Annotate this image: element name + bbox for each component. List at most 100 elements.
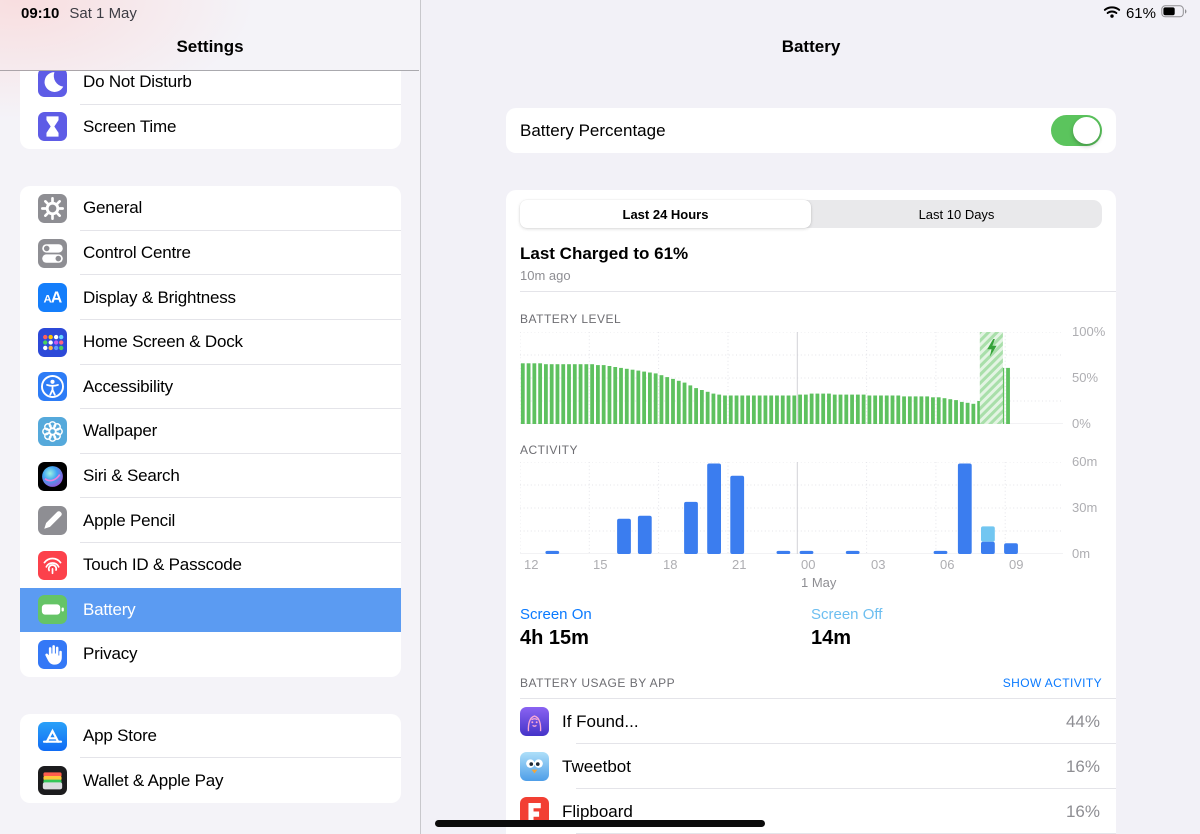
battery-usage-header: BATTERY USAGE BY APP [520, 676, 676, 690]
sidebar-item-wallpaper[interactable]: Wallpaper [20, 409, 401, 454]
sidebar-group: Do Not Disturb Screen Time [20, 71, 401, 150]
screen-on-stat: Screen On 4h 15m [520, 606, 811, 650]
last-charged-text: Last Charged to 61% [520, 244, 689, 263]
touch-id-icon [38, 550, 67, 580]
screen-off-label: Screen Off [811, 606, 883, 623]
sidebar-item-app-store[interactable]: App Store [20, 714, 401, 759]
app-usage-row[interactable]: Tweetbot 16% [520, 744, 1116, 789]
wifi-icon [1103, 5, 1121, 22]
siri-icon [38, 461, 67, 491]
battery-percentage-label: Battery Percentage [520, 120, 666, 140]
status-bar: 09:10 Sat 1 May 61% [0, 0, 1200, 24]
sidebar-item-label: Accessibility [83, 376, 173, 396]
sidebar-item-home-screen-dock[interactable]: Home Screen & Dock [20, 320, 401, 365]
app-store-icon [38, 721, 67, 751]
home-indicator[interactable] [435, 820, 765, 827]
app-name: Flipboard [562, 801, 633, 821]
activity-chart-title: ACTIVITY [520, 443, 579, 457]
status-battery-icon [1161, 5, 1188, 22]
sidebar-item-label: Control Centre [83, 243, 191, 263]
sidebar-item-siri-search[interactable]: Siri & Search [20, 454, 401, 499]
toggle-knob [1073, 117, 1100, 144]
charging-region [979, 332, 1003, 424]
sidebar-item-label: Display & Brightness [83, 287, 236, 307]
sidebar-item-label: Do Not Disturb [83, 72, 192, 92]
battery-level-chart [519, 331, 1063, 425]
axis-tick-label: 15 [593, 557, 608, 572]
axis-tick-label: 30m [1072, 500, 1098, 515]
divider [520, 698, 1116, 699]
sidebar-item-accessibility[interactable]: Accessibility [20, 365, 401, 410]
activity-chart [519, 461, 1063, 555]
battery-usage-card: Last 24 Hours Last 10 Days Last Charged … [506, 190, 1116, 834]
app-name: If Found... [562, 711, 639, 731]
battery-icon [38, 595, 67, 625]
sidebar-item-label: Home Screen & Dock [83, 332, 243, 352]
settings-sidebar: Settings Do Not Disturb Screen Time Genera… [0, 0, 421, 834]
sidebar-item-label: App Store [83, 726, 157, 746]
last-charged-time: 10m ago [520, 268, 571, 283]
status-time: 09:10 [21, 5, 60, 22]
sidebar-item-label: General [83, 198, 143, 218]
if-found-app-icon [520, 707, 549, 736]
sidebar-item-control-centre[interactable]: Control Centre [20, 231, 401, 276]
tab-last-10-days[interactable]: Last 10 Days [918, 206, 995, 222]
sidebar-item-privacy[interactable]: Privacy [20, 632, 401, 677]
axis-tick-label: 12 [524, 557, 539, 572]
sidebar-item-label: Wallpaper [83, 421, 158, 441]
svg-text:A: A [44, 294, 52, 306]
charging-bolt-icon [987, 339, 997, 357]
sidebar-item-battery[interactable]: Battery [20, 587, 401, 633]
axis-date-label: 1 May [801, 575, 837, 590]
axis-tick-label: 00 [801, 557, 816, 572]
sidebar-item-label: Battery [83, 599, 136, 619]
status-battery-percent: 61% [1125, 5, 1156, 22]
battery-level-axis-labels: 100% 50% 0% [1063, 324, 1105, 431]
app-name: Tweetbot [562, 756, 631, 776]
sidebar-title: Settings [176, 37, 244, 56]
apple-pencil-icon [38, 506, 67, 536]
battery-percentage-toggle[interactable] [1051, 115, 1102, 146]
sidebar-item-touch-id-passcode[interactable]: Touch ID & Passcode [20, 543, 401, 588]
sidebar-item-label: Siri & Search [83, 466, 180, 486]
app-usage-row[interactable]: Flipboard 16% [520, 789, 1116, 834]
axis-tick-label: 100% [1072, 324, 1106, 339]
sidebar-item-label: Apple Pencil [83, 510, 176, 530]
time-axis-labels: 12 15 18 21 00 1 May 03 06 09 [520, 554, 1063, 590]
sidebar-item-label: Wallet & Apple Pay [83, 770, 224, 790]
sidebar-item-apple-pencil[interactable]: Apple Pencil [20, 498, 401, 543]
sidebar-item-label: Touch ID & Passcode [83, 555, 242, 575]
tab-last-24-hours[interactable]: Last 24 Hours [520, 200, 811, 228]
axis-tick-label: 18 [663, 557, 678, 572]
sidebar-item-do-not-disturb[interactable]: Do Not Disturb [20, 71, 401, 105]
do-not-disturb-icon [38, 71, 67, 97]
time-range-segmented-control: Last 24 Hours Last 10 Days [520, 200, 1102, 228]
battery-level-chart-title: BATTERY LEVEL [520, 312, 622, 326]
axis-tick-label: 06 [940, 557, 955, 572]
sidebar-item-screen-time[interactable]: Screen Time [20, 105, 401, 150]
show-activity-button[interactable]: SHOW ACTIVITY [1002, 676, 1102, 690]
sidebar-list[interactable]: Do Not Disturb Screen Time General Control … [0, 70, 419, 834]
axis-tick-label: 21 [732, 557, 747, 572]
tweetbot-app-icon [520, 752, 549, 781]
battery-percentage-row: Battery Percentage [506, 108, 1116, 153]
general-icon [38, 193, 67, 223]
sidebar-item-general[interactable]: General [20, 186, 401, 231]
sidebar-item-display-brightness[interactable]: A A Display & Brightness [20, 275, 401, 320]
axis-tick-label: 50% [1072, 370, 1099, 385]
status-date: Sat 1 May [69, 5, 137, 22]
wallet-icon [38, 766, 67, 796]
sidebar-item-wallet-apple-pay[interactable]: Wallet & Apple Pay [20, 758, 401, 803]
app-battery-percent: 16% [1065, 801, 1100, 821]
control-centre-icon [38, 238, 67, 268]
sidebar-group: App Store Wallet & Apple Pay [20, 713, 401, 803]
axis-tick-label: 0% [1072, 416, 1091, 431]
activity-axis-labels: 60m 30m 0m [1063, 454, 1102, 561]
home-screen-dock-icon [38, 327, 67, 357]
screen-off-value: 14m [811, 627, 852, 649]
app-usage-row[interactable]: If Found... 44% [520, 699, 1116, 744]
divider [520, 291, 1116, 292]
privacy-icon [38, 639, 67, 669]
